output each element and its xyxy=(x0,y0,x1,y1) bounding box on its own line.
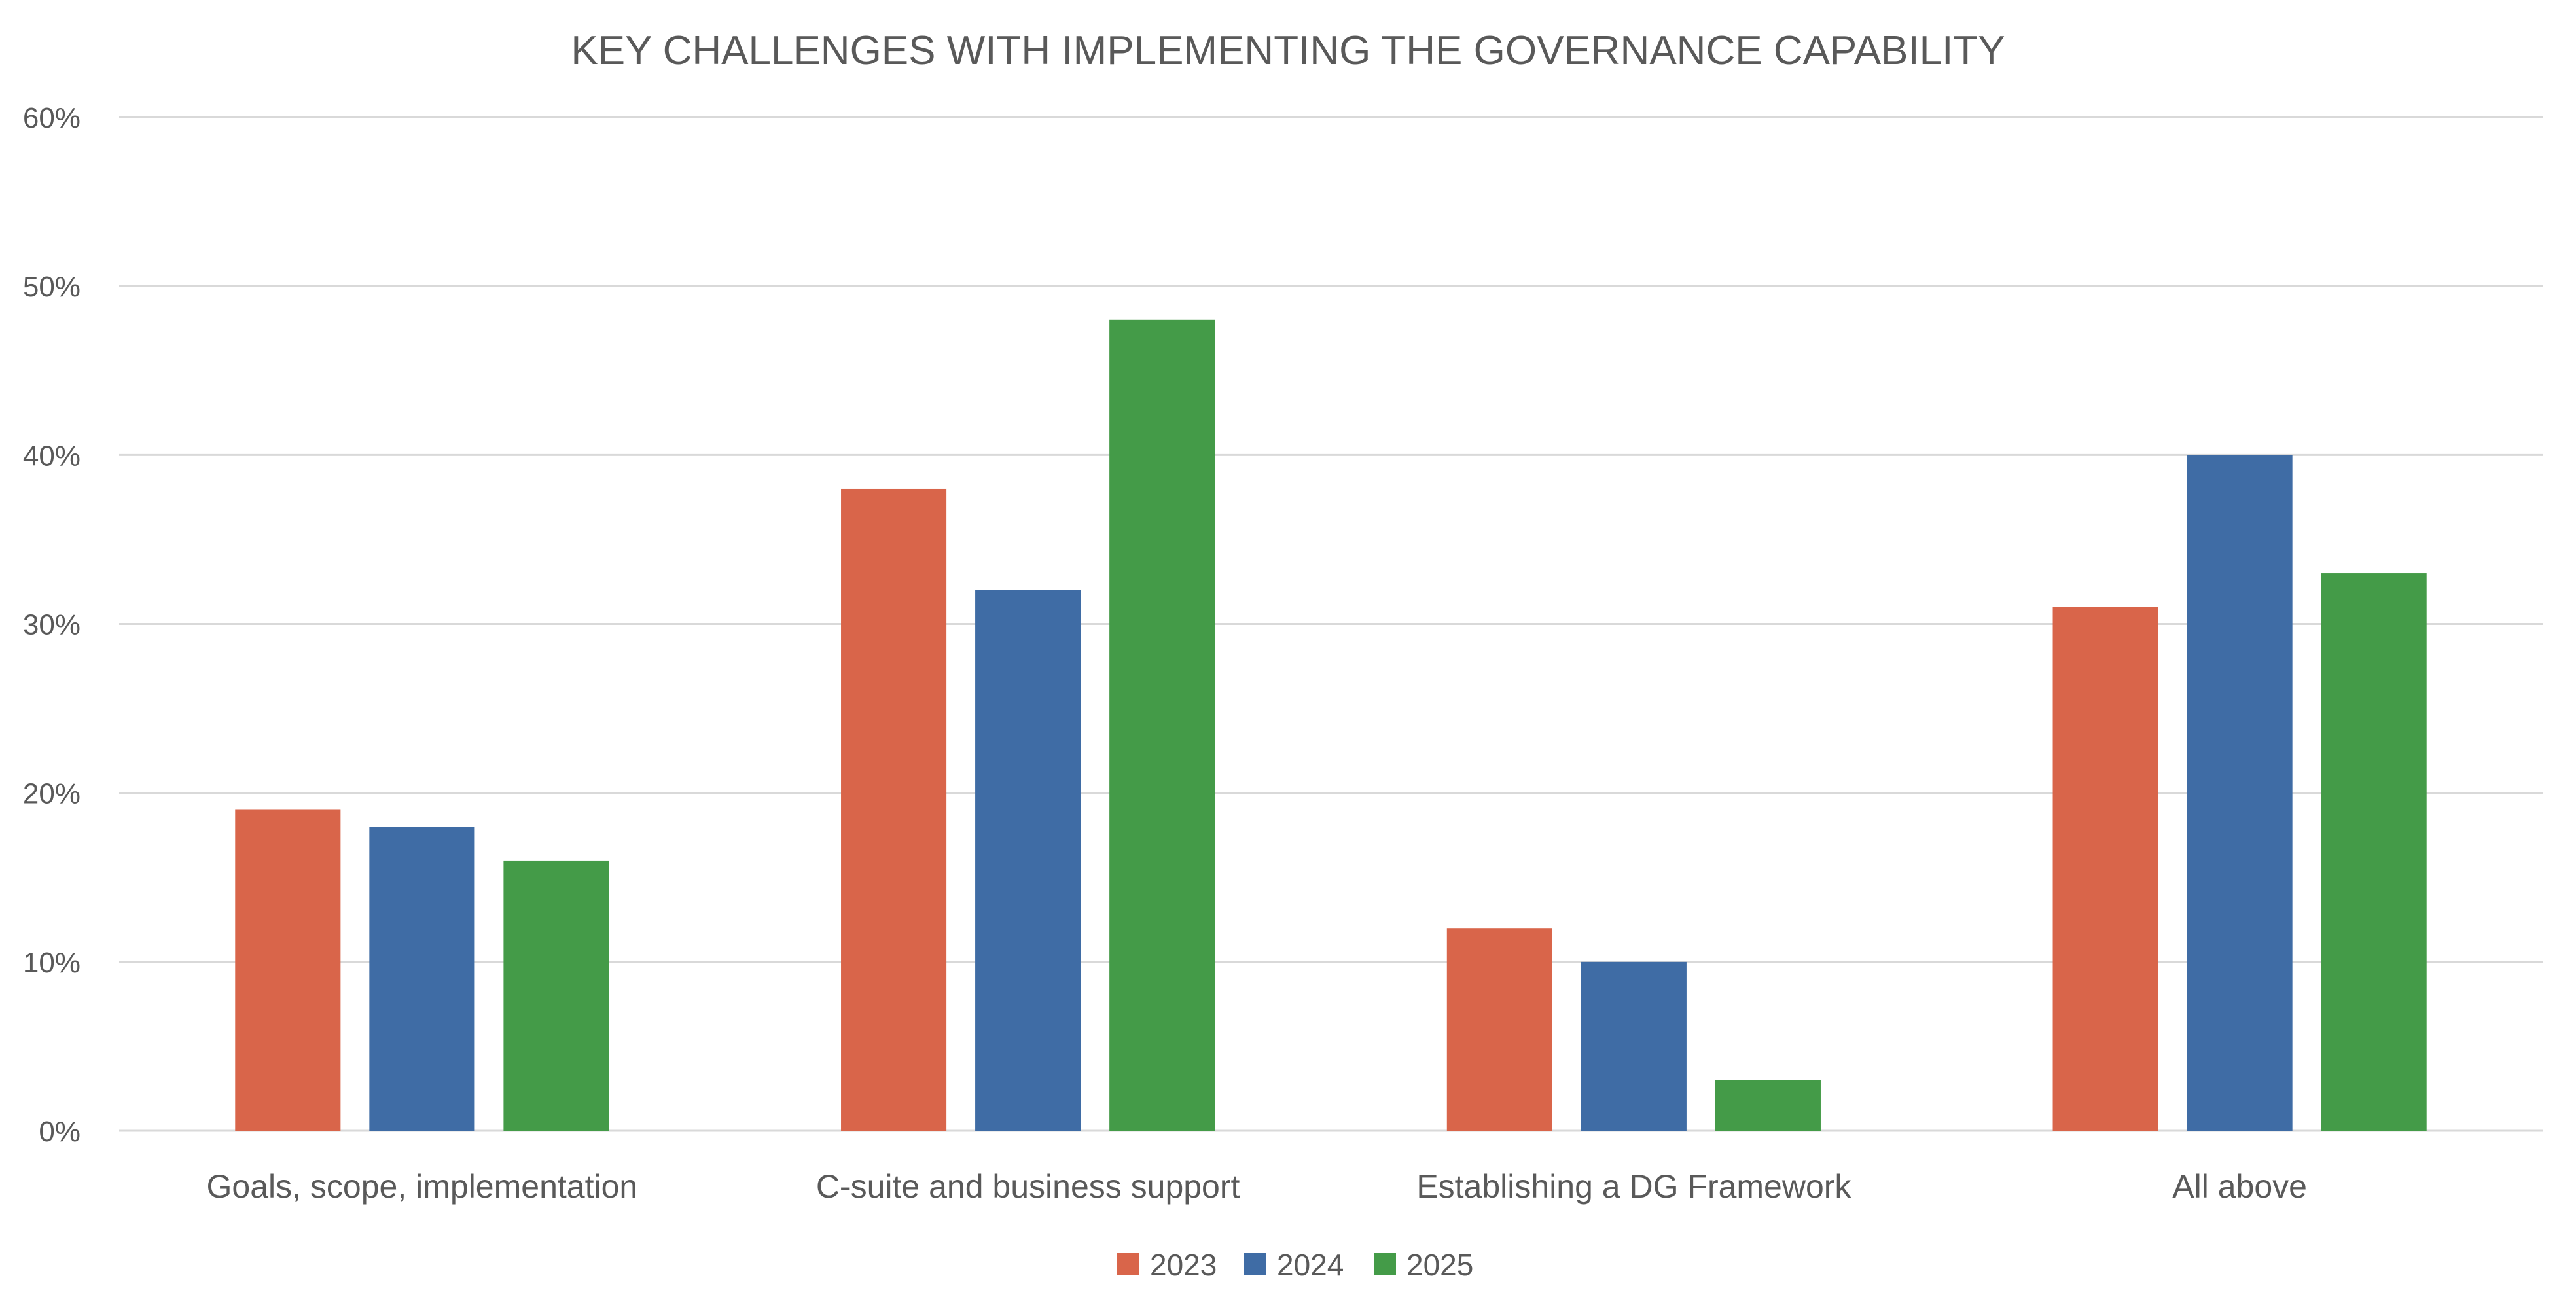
y-tick-label: 30% xyxy=(23,609,80,641)
bar-2023-3 xyxy=(1446,928,1552,1131)
bar-2025-2 xyxy=(1109,319,1215,1131)
x-tick-label: Goals, scope, implementation xyxy=(207,1168,638,1205)
bar-2023-1 xyxy=(235,809,341,1131)
y-axis-ticks: 0% 10% 20% 30% 40% 50% 60% xyxy=(23,102,80,1148)
chart-title: KEY CHALLENGES WITH IMPLEMENTING THE GOV… xyxy=(571,28,2005,73)
x-tick-label: Establishing a DG Framework xyxy=(1416,1168,1851,1205)
bar-2024-1 xyxy=(369,827,475,1131)
y-tick-label: 50% xyxy=(23,271,80,303)
legend-swatch-2023 xyxy=(1117,1253,1139,1275)
bar-2023-4 xyxy=(2052,607,2158,1131)
x-tick-label: All above xyxy=(2172,1168,2307,1205)
y-tick-label: 10% xyxy=(23,947,80,979)
legend-label-2025: 2025 xyxy=(1406,1248,1473,1282)
legend: 2023 2024 2025 xyxy=(1117,1248,1473,1282)
y-tick-label: 20% xyxy=(23,778,80,810)
bars xyxy=(235,319,2427,1131)
y-tick-label: 60% xyxy=(23,102,80,134)
bar-2025-1 xyxy=(503,860,609,1131)
bar-2024-3 xyxy=(1581,961,1687,1131)
legend-label-2024: 2024 xyxy=(1277,1248,1344,1282)
legend-swatch-2024 xyxy=(1244,1253,1266,1275)
bar-2025-4 xyxy=(2321,573,2427,1131)
bar-2023-2 xyxy=(841,488,947,1131)
x-tick-label: C-suite and business support xyxy=(816,1168,1240,1205)
x-axis-ticks: Goals, scope, implementation C-suite and … xyxy=(207,1168,2307,1205)
y-tick-label: 40% xyxy=(23,440,80,472)
legend-label-2023: 2023 xyxy=(1150,1248,1217,1282)
y-tick-label: 0% xyxy=(39,1116,80,1148)
bar-2024-4 xyxy=(2187,455,2293,1131)
bar-2025-3 xyxy=(1715,1080,1821,1131)
legend-swatch-2025 xyxy=(1374,1253,1396,1275)
bar-2024-2 xyxy=(975,590,1081,1131)
